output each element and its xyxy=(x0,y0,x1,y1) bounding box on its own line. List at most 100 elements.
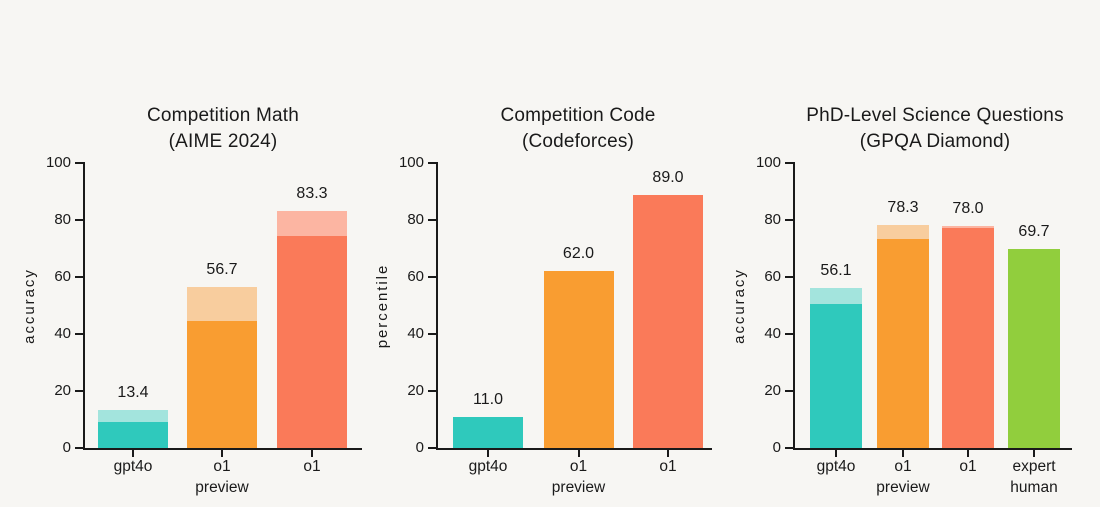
x-tick xyxy=(835,450,837,457)
y-tick xyxy=(785,162,793,165)
y-tick-label: 40 xyxy=(764,325,781,343)
x-axis xyxy=(436,448,712,450)
x-tick-label-line: gpt4o xyxy=(113,458,153,475)
bar-solid-segment xyxy=(277,236,347,448)
y-tick xyxy=(75,276,83,279)
bar xyxy=(810,288,862,448)
x-tick xyxy=(577,450,580,457)
y-tick-label: 0 xyxy=(62,439,71,456)
x-tick-label-line: gpt4o xyxy=(816,458,856,475)
chart-title: Competition Math (AIME 2024) xyxy=(0,103,453,155)
x-tick-label: o1 xyxy=(242,456,382,477)
y-tick xyxy=(428,162,436,165)
x-tick xyxy=(132,450,134,457)
bar xyxy=(277,210,347,448)
chart-title-line: PhD-Level Science Questions xyxy=(806,105,1064,126)
y-tick xyxy=(785,390,793,393)
x-tick-label-line: o1 xyxy=(659,458,677,475)
y-tick-label: 60 xyxy=(764,268,781,286)
y-tick xyxy=(428,219,436,222)
bar-solid-segment xyxy=(1008,249,1060,448)
x-tick xyxy=(967,450,969,457)
bar-solid-segment xyxy=(633,194,703,448)
chart-title: Competition Code (Codeforces) xyxy=(348,103,808,155)
x-tick-label-line: gpt4o xyxy=(468,458,508,475)
y-tick-label: 0 xyxy=(415,439,424,456)
bar-solid-segment xyxy=(942,227,994,448)
x-tick-label-line: preview xyxy=(876,479,930,496)
bar-value-label: 69.7 xyxy=(1018,223,1050,241)
y-tick xyxy=(428,447,436,449)
x-tick-label: o1 preview xyxy=(833,456,973,498)
y-tick-label: 60 xyxy=(407,268,424,286)
bar xyxy=(98,409,168,448)
y-tick-label: 100 xyxy=(755,154,781,172)
bar-value-label: 78.3 xyxy=(887,199,919,216)
x-tick xyxy=(221,450,223,457)
bar-solid-segment xyxy=(453,416,523,448)
x-axis xyxy=(83,448,362,450)
y-axis xyxy=(436,162,438,450)
bar-value-label: 13.4 xyxy=(117,383,149,401)
chart-title-line: (Codeforces) xyxy=(521,131,635,152)
bar xyxy=(633,194,703,448)
x-tick-label-line: human xyxy=(1010,479,1058,496)
y-tick xyxy=(785,276,793,279)
x-tick xyxy=(487,450,489,457)
x-axis xyxy=(793,448,1072,450)
y-tick xyxy=(785,219,793,222)
chart-title-line: Competition Math xyxy=(147,105,299,126)
bar-value-label: 62.0 xyxy=(562,245,595,263)
y-tick xyxy=(428,276,436,279)
bar xyxy=(942,225,994,448)
x-tick-label-line: o1 xyxy=(959,458,977,475)
x-tick-label-line: preview xyxy=(551,479,606,496)
y-tick xyxy=(75,162,83,165)
bar-value-label: 89.0 xyxy=(652,168,684,186)
x-tick-label-line: o1 xyxy=(303,458,321,475)
x-tick-label: o1 xyxy=(598,456,738,477)
x-tick xyxy=(902,450,904,457)
y-axis xyxy=(83,162,85,450)
bar xyxy=(187,286,257,448)
y-tick xyxy=(75,390,83,393)
bar-value-label: 78.0 xyxy=(952,199,984,217)
x-tick xyxy=(311,450,313,457)
y-tick xyxy=(428,333,436,336)
bar-value-label: 83.3 xyxy=(296,184,328,202)
y-tick xyxy=(785,447,793,449)
y-tick xyxy=(75,333,83,336)
x-tick xyxy=(667,450,669,457)
y-tick-label: 0 xyxy=(772,439,781,456)
x-tick-label-line: expert xyxy=(1012,458,1056,475)
y-tick-label: 40 xyxy=(54,325,71,343)
x-tick-label-line: preview xyxy=(195,479,249,496)
bar-solid-segment xyxy=(543,271,614,448)
bar-solid-segment xyxy=(810,303,862,448)
x-tick xyxy=(1033,450,1035,457)
y-tick-label: 100 xyxy=(398,154,424,172)
x-tick-label-line: o1 xyxy=(569,458,588,475)
x-tick-label: gpt4o xyxy=(766,456,906,477)
y-tick-label: 80 xyxy=(764,211,781,229)
y-tick-label: 100 xyxy=(45,154,71,172)
y-tick-label: 20 xyxy=(54,382,71,400)
bar-solid-segment xyxy=(187,320,257,448)
chart-title-line: (GPQA Diamond) xyxy=(859,131,1011,152)
bar xyxy=(543,271,614,448)
y-tick-label: 40 xyxy=(407,325,424,343)
x-tick-label-line: o1 xyxy=(213,458,231,475)
y-tick-label: 80 xyxy=(54,211,71,229)
x-tick-label: o1 preview xyxy=(509,456,649,498)
bar xyxy=(1008,249,1060,448)
bar xyxy=(877,225,929,448)
y-tick-label: 20 xyxy=(407,382,424,400)
x-tick-label-line: o1 xyxy=(894,458,912,475)
x-tick-label: o1 xyxy=(898,456,1038,477)
x-tick-label: expert human xyxy=(964,456,1100,498)
y-tick-label: 60 xyxy=(54,268,71,286)
